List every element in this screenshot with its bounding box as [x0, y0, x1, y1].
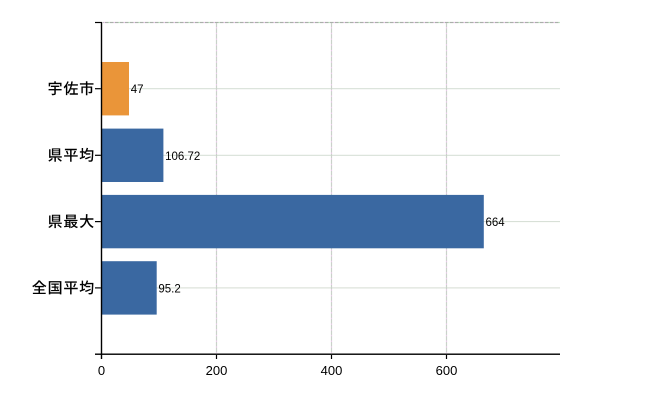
- svg-text:106.72: 106.72: [165, 151, 200, 163]
- svg-text:47: 47: [131, 84, 144, 96]
- svg-text:200: 200: [206, 363, 228, 378]
- svg-text:0: 0: [98, 363, 105, 378]
- svg-text:600: 600: [436, 363, 458, 378]
- svg-text:400: 400: [321, 363, 343, 378]
- svg-text:95.2: 95.2: [158, 283, 180, 295]
- svg-text:664: 664: [486, 217, 506, 229]
